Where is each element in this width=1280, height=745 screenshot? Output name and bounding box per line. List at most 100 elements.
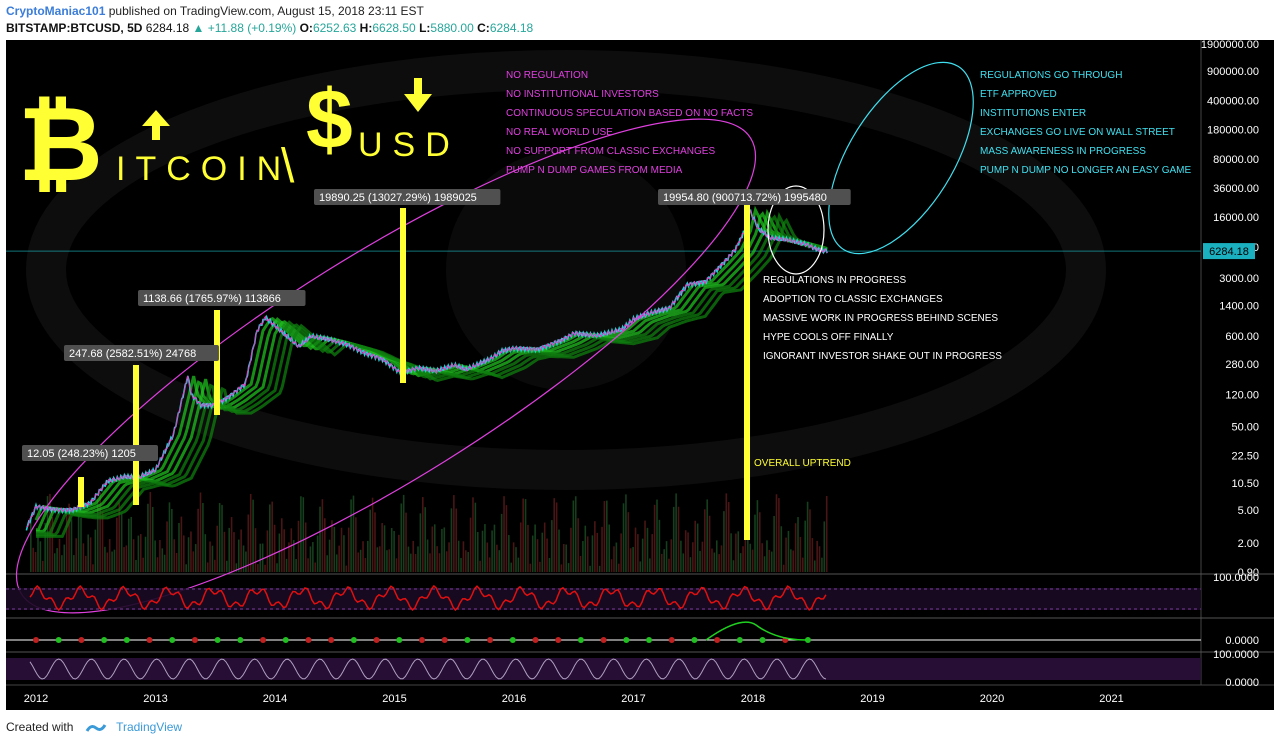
price-axis: 1900000.00 900000.00 400000.00 180000.00 800… [6, 40, 1259, 685]
y-tick-label: 0.90 [1238, 567, 1259, 579]
volume-bar [261, 543, 264, 572]
macd-axis-label: 0.0000 [1225, 635, 1259, 647]
volume-bar [106, 552, 109, 572]
volume-bar [70, 519, 73, 572]
volume-bar [211, 545, 214, 572]
volume-bar [632, 547, 634, 572]
volume-bar [436, 546, 438, 572]
measure-label: 19954.80 (900713.72%) 1995480 [663, 192, 827, 204]
volume-bar [309, 546, 312, 572]
volume-bar [163, 554, 166, 572]
tradingview-link[interactable]: TradingView [116, 720, 183, 734]
volume-bar [474, 502, 477, 572]
macd-cross-dot [804, 637, 811, 643]
volume-bar [462, 541, 465, 572]
volume-bar [94, 529, 97, 572]
measure-label-bg [658, 189, 851, 205]
symbol-label: BITSTAMP:BTCUSD, 5D [6, 21, 143, 35]
volume-bar [77, 515, 80, 572]
volume-bar [41, 560, 44, 572]
volume-bar [551, 520, 553, 572]
macd-cross-dot [305, 637, 312, 643]
volume-bar [816, 540, 818, 572]
title-art: ₿ ITCOIN\$ USD [18, 72, 460, 205]
left-note: PUMP N DUMP GAMES FROM MEDIA [506, 165, 683, 176]
created-with-label: Created with [6, 720, 74, 734]
volume-bar [111, 551, 113, 572]
annotations: NO REGULATION NO INSTITUTIONAL INVESTORS C… [506, 70, 1191, 469]
author-link[interactable]: CryptoManiac101 [6, 4, 106, 18]
volume-bar [333, 526, 336, 572]
volume-bar [692, 542, 694, 572]
volume-bar [608, 524, 611, 572]
macd-cross-dot [282, 637, 289, 643]
volume-bar [498, 550, 501, 572]
right-note: EXCHANGES GO LIVE ON WALL STREET [980, 127, 1175, 138]
right-note: ETF APPROVED [980, 89, 1057, 100]
volume-bar [804, 520, 806, 572]
volume-bar [386, 550, 388, 572]
y-tick-label: 10.50 [1231, 478, 1259, 490]
volume-bar [606, 500, 608, 572]
volume-bar [801, 557, 804, 572]
volume-bar [412, 540, 415, 572]
volume-bar [627, 512, 630, 572]
usd-text: USD [358, 126, 460, 164]
volume-bar [182, 535, 185, 572]
volume-bar [754, 514, 756, 572]
volume-bar [481, 530, 484, 572]
volume-bar [567, 563, 570, 572]
volume-bar [199, 492, 202, 572]
macd-cross-dot [123, 637, 130, 643]
volume-bar [646, 527, 649, 572]
volume-bar [135, 559, 137, 572]
volume-bar [723, 511, 725, 572]
volume-bar [660, 553, 663, 572]
close-value: 6284.18 [489, 21, 534, 35]
center-note: HYPE COOLS OFF FINALLY [763, 332, 894, 343]
volume-bar [297, 520, 300, 572]
macd-cross-dot [600, 637, 607, 643]
high-value: 6628.50 [372, 21, 416, 35]
volume-bar [773, 516, 775, 572]
center-note: MASSIVE WORK IN PROGRESS BEHIND SCENES [763, 313, 998, 324]
volume-bar [369, 509, 372, 572]
volume-bar [467, 552, 469, 572]
macd-cross-dot [577, 637, 584, 643]
volume-bar [553, 498, 556, 572]
volume-bar [252, 499, 254, 572]
macd-cross-dot [169, 637, 176, 643]
volume-bar [108, 539, 111, 572]
volume-bar [161, 548, 164, 572]
volume-bar [512, 542, 515, 572]
itcoin-text: ITCOIN [116, 150, 291, 188]
volume-bar [118, 502, 121, 572]
volume-bar [283, 529, 285, 572]
volume-bar [125, 545, 128, 572]
volume-bar [670, 539, 673, 572]
price-chart[interactable]: 1900000.00 900000.00 400000.00 180000.00 800… [6, 40, 1274, 710]
volume-bar [453, 495, 455, 572]
center-note: REGULATIONS IN PROGRESS [763, 275, 907, 286]
volume-bar [541, 532, 544, 572]
right-note: PUMP N DUMP NO LONGER AN EASY GAME [980, 165, 1191, 176]
macd-cross-dot [623, 637, 630, 643]
volume-bar [228, 527, 230, 572]
volume-bar [433, 524, 436, 572]
right-note: MASS AWARENESS IN PROGRESS [980, 146, 1146, 157]
volume-bar [395, 558, 398, 572]
measure-label-bg [138, 290, 306, 306]
left-note: NO REAL WORLD USE [506, 127, 613, 138]
macd-cross-dot [328, 637, 335, 643]
volume-bar [343, 535, 345, 572]
volume-bar [147, 503, 149, 572]
volume-bar [574, 496, 577, 572]
x-tick-label: 2018 [741, 693, 765, 705]
volume-bar [758, 512, 761, 572]
volume-bar [323, 518, 326, 572]
volume-bar [419, 513, 422, 572]
stoch-upper-label: 100.0000 [1213, 649, 1259, 661]
macd-cross-dot [33, 637, 39, 643]
left-note: NO INSTITUTIONAL INVESTORS [506, 89, 659, 100]
y-tick-label: 1400.00 [1219, 301, 1259, 313]
